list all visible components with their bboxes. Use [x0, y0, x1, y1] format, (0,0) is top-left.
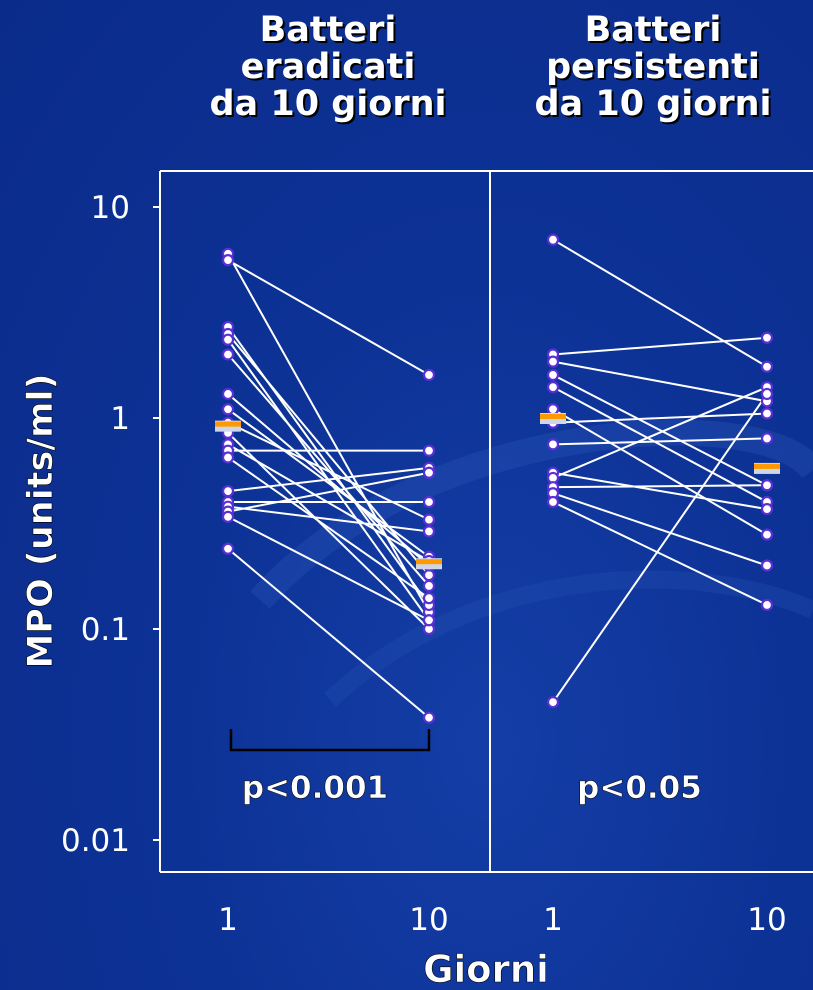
- subject-line: [552, 492, 768, 567]
- data-point-day1: [221, 542, 235, 555]
- panel-title-line: da 10 giorni: [534, 84, 772, 124]
- data-point-day10: [760, 331, 774, 344]
- panel-0: p<0.001: [215, 247, 442, 806]
- subject-line: [227, 259, 430, 376]
- data-point-day10: [760, 479, 774, 492]
- data-point-day1: [546, 381, 560, 394]
- y-axis-label: MPO (units/ml): [21, 373, 61, 668]
- panel-title-line: Batteri: [259, 10, 397, 50]
- p-value-label: p<0.05: [577, 770, 702, 806]
- data-point-day1: [546, 438, 560, 451]
- subject-line: [552, 336, 768, 356]
- median-marker: [754, 463, 780, 469]
- data-point-day10: [760, 387, 774, 401]
- data-point-day10: [422, 444, 436, 457]
- data-point-day10: [760, 407, 774, 420]
- background-swoosh: [323, 570, 813, 707]
- data-point-day10: [760, 360, 774, 373]
- subject-line: [227, 421, 430, 521]
- data-point-day10: [422, 592, 436, 605]
- data-point-day1: [221, 451, 235, 464]
- subject-line: [552, 484, 768, 489]
- subject-line: [227, 505, 430, 533]
- data-point-day10: [760, 598, 774, 612]
- data-point-day10: [422, 368, 436, 382]
- data-point-day1: [546, 403, 560, 416]
- y-tick-label: 10: [91, 190, 130, 226]
- panel-title-eradicated: Batteri eradicati da 10 giorni: [178, 12, 478, 123]
- subject-line: [552, 238, 768, 368]
- subject-line: [227, 466, 430, 493]
- x-axis-label: Giorni: [423, 948, 549, 990]
- subject-line: [227, 471, 430, 513]
- subject-line: [552, 374, 768, 487]
- data-point-day1: [546, 495, 560, 509]
- panel-title-line: Batteri: [584, 10, 722, 50]
- x-tick-label: 10: [747, 902, 786, 938]
- data-point-day10: [760, 528, 774, 541]
- subject-line: [227, 456, 430, 599]
- subject-line: [227, 333, 430, 576]
- p-value-label: p<0.001: [242, 770, 388, 806]
- panel-title-persistent: Batteri persistenti da 10 giorni: [503, 12, 803, 123]
- median-marker: [540, 414, 566, 419]
- subject-line: [227, 548, 430, 719]
- y-tick-label: 1: [110, 401, 130, 437]
- subject-line: [227, 432, 430, 630]
- x-tick-label: 1: [543, 902, 563, 938]
- y-tick-label: 0.01: [61, 823, 130, 859]
- data-point-day10: [422, 569, 436, 582]
- subject-line: [552, 393, 768, 703]
- median-marker: [416, 559, 442, 565]
- data-point-day10: [422, 579, 436, 593]
- data-point-day10: [422, 525, 436, 538]
- x-tick-label: 10: [409, 902, 448, 938]
- subject-line: [552, 360, 768, 403]
- subject-line: [552, 501, 768, 606]
- data-point-day1: [221, 403, 235, 416]
- data-point-day1: [546, 233, 560, 246]
- data-point-day1: [221, 387, 235, 401]
- subject-line: [552, 408, 768, 536]
- data-point-day1: [221, 254, 235, 267]
- data-point-day10: [422, 614, 436, 627]
- panel-1: p<0.05: [540, 233, 780, 806]
- subject-line: [552, 412, 768, 424]
- subject-line: [552, 386, 768, 503]
- significance-bracket: [229, 729, 431, 752]
- subject-line: [227, 253, 430, 613]
- median-marker: [215, 421, 241, 427]
- y-tick-label: 0.1: [81, 612, 130, 648]
- data-point-day1: [546, 355, 560, 368]
- data-point-day1: [221, 333, 235, 346]
- data-point-day10: [422, 466, 436, 479]
- data-point-day1: [221, 510, 235, 523]
- data-point-day1: [221, 348, 235, 361]
- subject-line: [552, 437, 768, 446]
- subject-line: [227, 515, 430, 622]
- data-point-day10: [760, 559, 774, 572]
- data-point-day1: [546, 368, 560, 382]
- panel-title-line: da 10 giorni: [209, 84, 447, 124]
- subject-line: [552, 471, 768, 511]
- data-point-day10: [760, 432, 774, 445]
- subject-line: [227, 408, 430, 558]
- data-point-day10: [422, 495, 436, 509]
- data-point-day1: [546, 696, 560, 709]
- subject-line: [552, 386, 768, 479]
- data-point-day10: [422, 711, 436, 724]
- panel-title-line: persistenti: [546, 47, 760, 87]
- data-point-day10: [422, 513, 436, 526]
- data-point-day10: [760, 503, 774, 516]
- data-point-day1: [221, 485, 235, 498]
- x-tick-label: 1: [218, 902, 238, 938]
- panel-title-line: eradicati: [240, 47, 416, 87]
